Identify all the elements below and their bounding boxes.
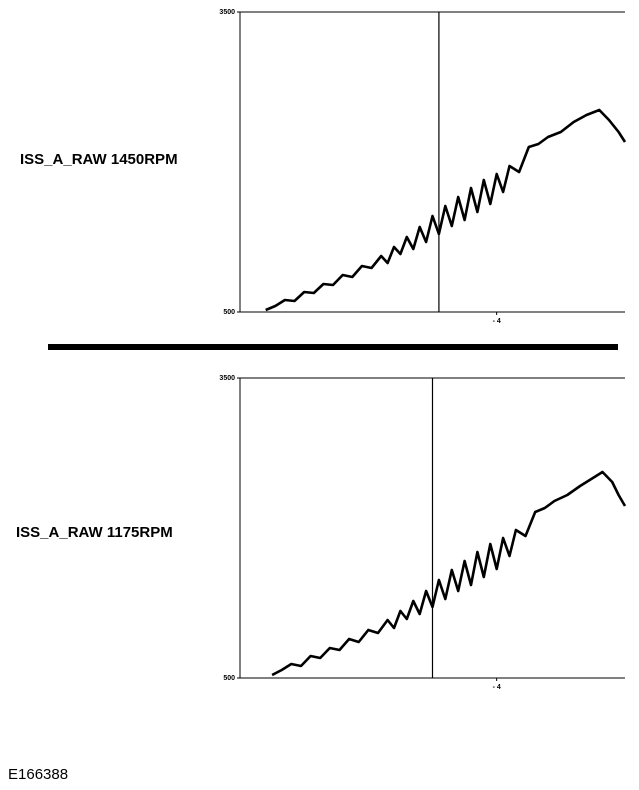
data-line bbox=[271, 470, 627, 677]
figure-id: E166388 bbox=[8, 766, 68, 783]
x-tick-label: - 4 bbox=[493, 318, 501, 325]
y-tick-label: 3500 bbox=[219, 9, 235, 16]
y-tick-label: 3500 bbox=[219, 375, 235, 382]
y-tick-label: 500 bbox=[223, 309, 235, 316]
y-tick-label: 500 bbox=[223, 675, 235, 682]
chart-title: ISS_A_RAW 1450RPM bbox=[20, 151, 178, 168]
x-tick-label: - 4 bbox=[493, 684, 501, 691]
chart-title: ISS_A_RAW 1175RPM bbox=[16, 524, 173, 541]
data-line bbox=[265, 108, 627, 312]
